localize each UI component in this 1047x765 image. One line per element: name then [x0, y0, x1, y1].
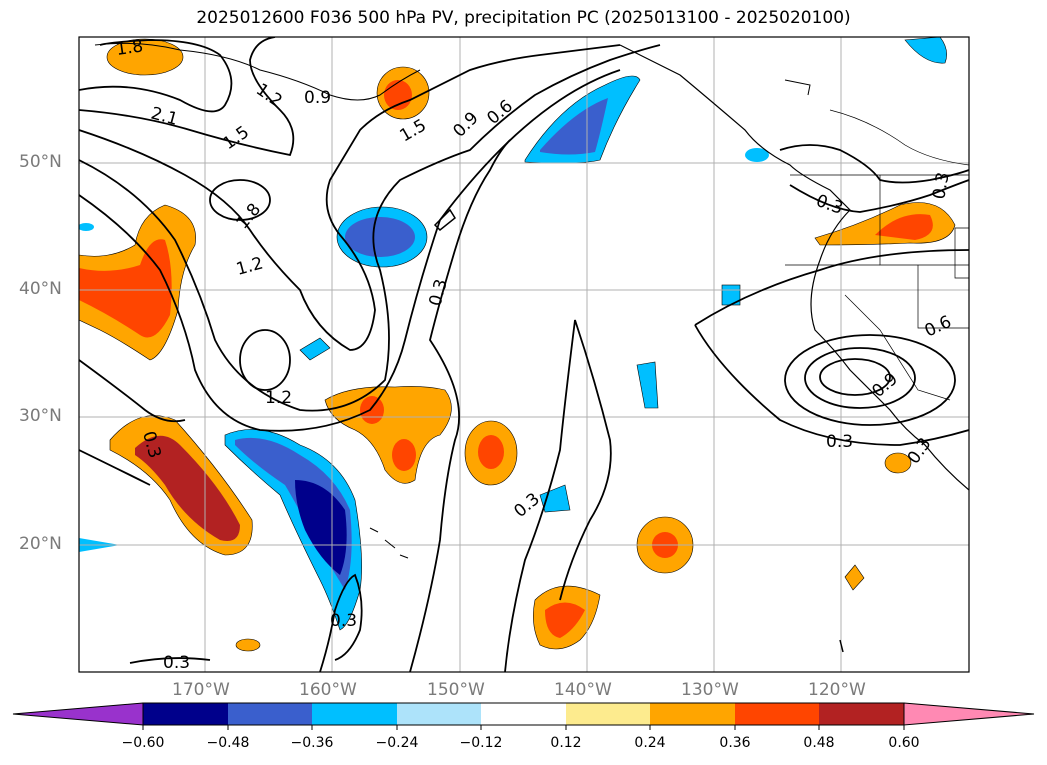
- lon-label-130w: 130°W: [681, 680, 739, 700]
- lon-label-140w: 140°W: [554, 680, 612, 700]
- negative-precip-areas: [79, 37, 947, 631]
- colorbar-tick-label: −0.60: [121, 735, 165, 751]
- colorbar-tick-label: −0.48: [206, 735, 250, 751]
- contour-label: 1.2: [265, 388, 292, 408]
- colorbar-tick-label: 0.24: [634, 735, 666, 751]
- map-frame: [78, 36, 970, 673]
- colorbar-tick-label: −0.36: [290, 735, 334, 751]
- colorbar-tick-label: 0.60: [888, 735, 920, 751]
- plot-area: [79, 37, 969, 672]
- precipitation-shading: [79, 37, 956, 652]
- contour-label: 0.9: [304, 88, 331, 108]
- contour-label: 0.3: [929, 171, 953, 201]
- colorbar-tick-label: 0.48: [803, 735, 835, 751]
- lon-label-120w: 120°W: [808, 680, 866, 700]
- colorbar-tick-label: −0.12: [459, 735, 503, 751]
- colorbar-tick-label: −0.24: [375, 735, 419, 751]
- colorbar-max-extend: [903, 702, 1035, 726]
- pv-contours: [79, 37, 969, 672]
- lon-label-170w: 170°W: [172, 680, 230, 700]
- lon-label-150w: 150°W: [427, 680, 485, 700]
- colorbar-min-extend: [12, 702, 144, 726]
- colorbar: [12, 702, 1035, 730]
- colorbar-tick-label: 0.12: [550, 735, 582, 751]
- contour-label: 1.8: [115, 36, 145, 60]
- lat-label-40n: 40°N: [19, 279, 62, 299]
- positive-precip-areas: [79, 38, 956, 652]
- map-title: 2025012600 F036 500 hPa PV, precipitatio…: [196, 8, 851, 28]
- lat-label-20n: 20°N: [19, 534, 62, 554]
- contour-label: 0.3: [826, 432, 853, 452]
- lat-label-50n: 50°N: [19, 152, 62, 172]
- coastlines-and-borders: [94, 42, 969, 653]
- colorbar-tick-label: 0.36: [719, 735, 751, 751]
- lon-label-160w: 160°W: [299, 680, 357, 700]
- contour-label: 0.3: [163, 653, 190, 673]
- lat-label-30n: 30°N: [19, 406, 62, 426]
- contour-label: 0.3: [330, 611, 357, 631]
